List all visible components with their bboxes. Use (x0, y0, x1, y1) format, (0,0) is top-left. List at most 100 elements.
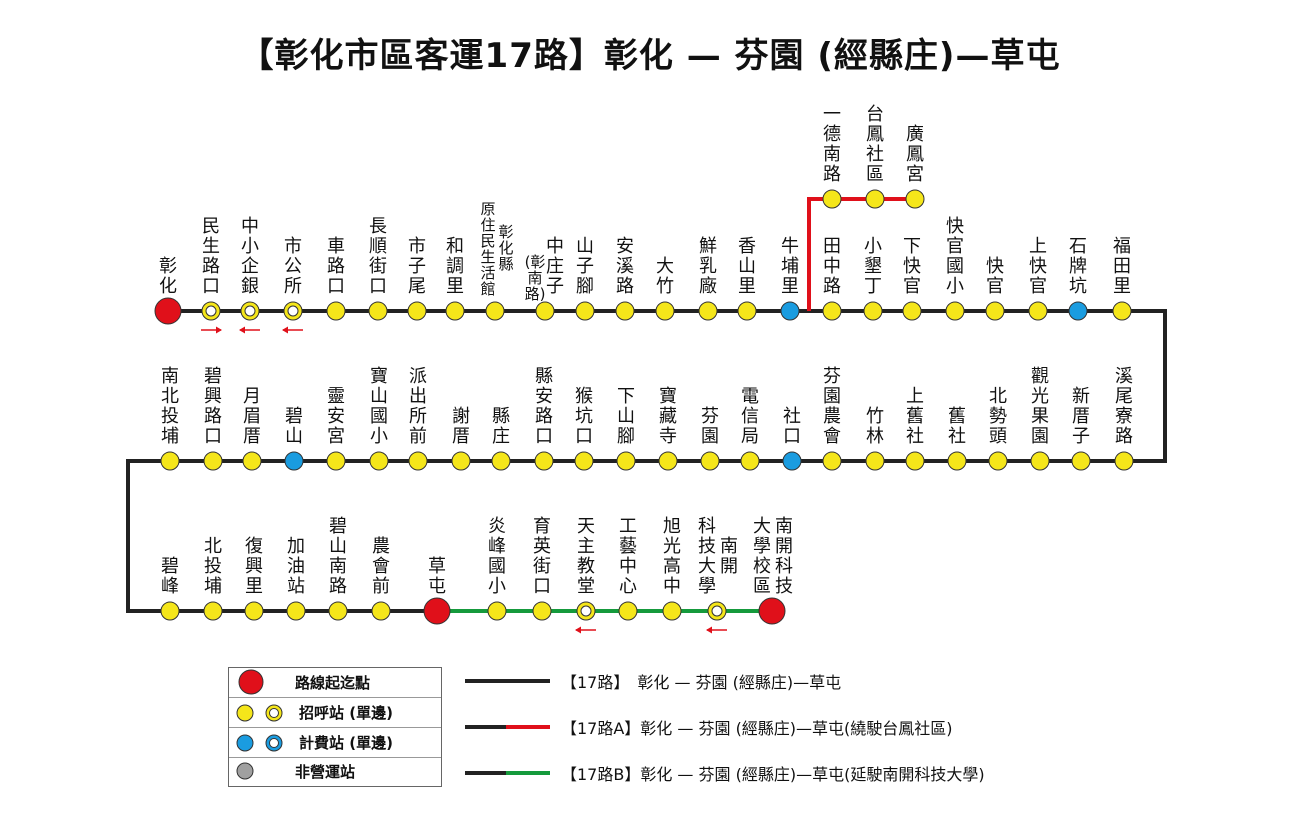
bus-stop (655, 301, 675, 321)
stop-label: 上快官 (1029, 236, 1047, 297)
route-17b: 【17路B】彰化 — 芬園 (經縣庄)—草屯(延駛南開科技大學) (561, 765, 985, 784)
stop-label: 舊社 (948, 406, 966, 447)
bus-stop (947, 451, 967, 471)
stop-label: 芬園 (701, 406, 719, 447)
stop-label: 科技大學 (698, 516, 716, 597)
bus-stop (487, 601, 507, 621)
legend-box: 路線起迄點 招呼站 (單邊) 計費站 (單邊) 非營運站 (228, 667, 442, 787)
direction-arrow (575, 626, 596, 634)
direction-arrow (706, 626, 727, 634)
legend-label: 招呼站 (單邊) (299, 704, 393, 722)
stop-label: 南開 (720, 536, 738, 577)
legend-inactive: 非營運站 (229, 757, 441, 786)
stop-label: 社口 (783, 406, 801, 447)
stop-label: 車路口 (327, 236, 345, 297)
bus-stop (451, 451, 471, 471)
stop-label: 台鳳社區 (866, 104, 884, 185)
bus-stop (618, 601, 638, 621)
bus-stop (326, 301, 346, 321)
stop-label: 彰化縣 (498, 223, 514, 273)
stop-label: 下快官 (903, 236, 921, 297)
stop-label: 新厝子 (1072, 386, 1090, 447)
bus-stop (328, 601, 348, 621)
bus-stop (371, 601, 391, 621)
stop-label: 大竹 (656, 256, 674, 297)
direction-arrow (239, 326, 260, 334)
bus-stop (863, 301, 883, 321)
bus-stop (822, 451, 842, 471)
bus-stop (822, 189, 842, 209)
stop-label: 牛埔里 (781, 236, 799, 297)
bus-stop (700, 451, 720, 471)
bus-stop (574, 451, 594, 471)
bus-stop (368, 301, 388, 321)
bus-stop (615, 301, 635, 321)
stop-label: 福田里 (1113, 236, 1131, 297)
bus-stop (985, 301, 1005, 321)
bus-stop (905, 189, 925, 209)
bus-stop (242, 451, 262, 471)
stop-label: 一德南路 (823, 104, 841, 185)
stop-label: 廣鳳宮 (906, 124, 924, 185)
bus-stop (485, 301, 505, 321)
bus-stop (740, 451, 760, 471)
bus-stop (865, 189, 885, 209)
stop-label: 草屯 (428, 556, 446, 597)
stop-label: 縣安路口 (535, 366, 553, 447)
bus-stop (244, 601, 264, 621)
bus-stop (658, 451, 678, 471)
stop-label: 南開科技 (775, 516, 793, 597)
fare-station (780, 301, 800, 321)
bus-stop (737, 301, 757, 321)
stop-label: 南北投埔 (161, 366, 179, 447)
stop-label: 溪尾寮路 (1115, 366, 1133, 447)
stop-label: 碧峰 (161, 556, 179, 597)
stop-label: 小墾丁 (864, 236, 882, 297)
bus-stop (662, 601, 682, 621)
stop-label: 觀光果園 (1031, 366, 1049, 447)
legend-fare-oneway-ring-icon (269, 738, 279, 748)
stop-label: 中庄子 (546, 236, 564, 297)
stop-label: 上舊社 (906, 386, 924, 447)
bus-stop (532, 601, 552, 621)
bus-stop (1114, 451, 1134, 471)
oneway-station-ring (244, 305, 256, 317)
fare-station (782, 451, 802, 471)
stop-label: 香山里 (738, 236, 756, 297)
stop-label: 竹林 (866, 406, 884, 447)
stop-label: 派出所前 (409, 366, 427, 447)
bus-stop (491, 451, 511, 471)
bus-stop (822, 301, 842, 321)
stop-label: 芬園農會 (823, 366, 841, 447)
oneway-station-ring (287, 305, 299, 317)
stop-label: 田中路 (823, 236, 841, 297)
legend-terminal: 路線起迄點 (229, 668, 441, 698)
stop-label: 復興里 (245, 536, 263, 597)
route-17: 【17路】 彰化 — 芬園 (經縣庄)—草屯 (561, 673, 842, 692)
bus-stop (1071, 451, 1091, 471)
stop-label: 市子尾 (408, 236, 426, 297)
bus-stop (905, 451, 925, 471)
bus-stop (865, 451, 885, 471)
legend-stop-icon (236, 704, 254, 722)
bus-stop (1112, 301, 1132, 321)
stop-label: 工藝中心 (619, 516, 637, 597)
page-title: 【彰化市區客運17路】彰化 — 芬園 (經縣庄)—草屯 (239, 36, 1061, 76)
stop-label: 中小企銀 (241, 216, 259, 297)
stop-label: 彰化 (159, 256, 177, 297)
terminal-station (758, 597, 786, 625)
stop-label: 育英街口 (533, 516, 551, 597)
stop-label: 電信局 (741, 386, 759, 447)
stop-label: 旭光高中 (663, 516, 681, 597)
bus-stop (616, 451, 636, 471)
fare-station (1068, 301, 1088, 321)
legend-inactive-icon (236, 762, 254, 780)
stop-label: 謝厝 (452, 406, 470, 447)
stop-label: 市公所 (284, 236, 302, 297)
stop-label: 縣庄 (492, 406, 510, 447)
stop-label: 寶藏寺 (659, 386, 677, 447)
stop-label: 石牌坑 (1069, 236, 1087, 297)
stop-label: 碧興路口 (204, 366, 222, 447)
direction-arrow (282, 326, 303, 334)
